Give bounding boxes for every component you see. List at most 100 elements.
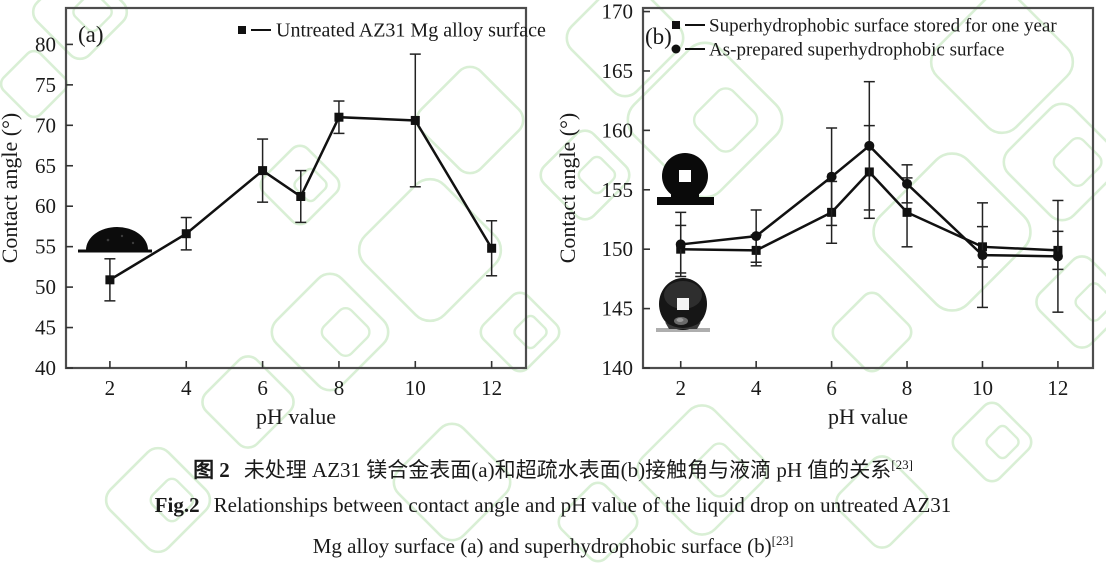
y-tick-label: 55 xyxy=(35,235,56,259)
y-axis: 40 45 50 55 60 65 70 75 80 Contact angle (°) xyxy=(0,32,73,380)
y-tick-label: 60 xyxy=(35,194,56,218)
y-axis: 140 145 150 155 160 165 170 Contact angle (°) xyxy=(555,0,650,380)
spherical-drop-silhouette xyxy=(657,153,714,205)
watermark-diamond xyxy=(929,0,1075,135)
caption-english-text2: Mg alloy surface (a) and superhydrophobi… xyxy=(312,534,772,558)
legend-circle-marker xyxy=(671,44,681,54)
data-series-1 xyxy=(675,80,1064,313)
y-tick-label: 70 xyxy=(35,113,56,137)
watermark-diamond xyxy=(557,481,639,563)
y-tick-label: 155 xyxy=(602,178,634,202)
watermark-diamond xyxy=(392,422,512,542)
legend-label: As-prepared superhydrophobic surface xyxy=(709,40,1004,61)
x-tick-label: 4 xyxy=(181,376,192,400)
circle-marker xyxy=(751,231,762,242)
y-tick-label: 150 xyxy=(602,237,634,261)
x-axis: 2 4 6 8 10 12 pH value xyxy=(675,361,1068,429)
chart-superhydrophobic: 2 4 6 8 10 12 pH value 140 145 150 155 160 165 170 Con… xyxy=(555,0,1095,429)
watermark-diamond xyxy=(104,446,212,554)
plot-frame xyxy=(64,6,528,370)
square-marker xyxy=(334,112,344,122)
x-axis-title: pH value xyxy=(256,404,336,429)
sessile-drop-silhouette xyxy=(78,227,152,253)
y-tick-label: 165 xyxy=(602,59,634,83)
x-tick-label: 8 xyxy=(334,376,345,400)
square-marker xyxy=(487,243,497,253)
y-tick-label: 50 xyxy=(35,275,56,299)
square-marker xyxy=(181,229,191,239)
caption-english-ref: [23] xyxy=(771,533,794,548)
circle-marker xyxy=(675,239,686,250)
caption-english-line2: Mg alloy surface (a) and superhydrophobi… xyxy=(0,523,1106,564)
caption-english-line1: Fig.2 Relationships between contact angle… xyxy=(0,488,1106,523)
y-axis-title: Contact angle (°) xyxy=(0,113,22,264)
y-axis-title: Contact angle (°) xyxy=(555,113,580,264)
watermark-diamond xyxy=(0,49,69,119)
caption-english-label: Fig.2 xyxy=(154,493,200,517)
watermark-diamond xyxy=(951,401,1033,483)
y-tick-label: 40 xyxy=(35,356,56,380)
watermark-diamond xyxy=(565,0,685,98)
watermark-diamond xyxy=(626,41,784,199)
square-marker xyxy=(105,275,115,285)
chart-untreated-az31: 2 4 6 8 10 12 pH value 40 45 50 55 60 65 70 75 80 Contac… xyxy=(0,6,546,429)
y-tick-label: 170 xyxy=(602,0,634,24)
watermark-diamond xyxy=(835,455,929,549)
x-tick-label: 2 xyxy=(105,376,116,400)
watermark-diamond xyxy=(415,65,525,175)
x-tick-label: 12 xyxy=(481,376,502,400)
y-tick-label: 80 xyxy=(35,32,56,56)
x-tick-label: 10 xyxy=(972,376,993,400)
circle-marker xyxy=(864,140,875,151)
legend-label: Superhydrophobic surface stored for one … xyxy=(709,16,1057,37)
y-tick-label: 45 xyxy=(35,316,56,340)
circle-marker xyxy=(826,171,837,182)
watermark-diamond xyxy=(31,0,129,61)
watermark-diamond xyxy=(539,129,631,221)
watermark-diamond xyxy=(1002,102,1106,222)
x-tick-label: 4 xyxy=(751,376,762,400)
panel-label: (a) xyxy=(78,22,104,47)
legend: Superhydrophobic surface stored for one … xyxy=(671,16,1057,61)
circle-marker xyxy=(977,250,988,261)
y-tick-label: 140 xyxy=(602,356,634,380)
data-series-0 xyxy=(104,53,498,302)
caption-chinese-label: 图 2 xyxy=(193,458,230,482)
caption-chinese-text: 未处理 AZ31 镁合金表面(a)和超疏水表面(b)接触角与液滴 pH 值的关系 xyxy=(243,458,892,482)
panel-label: (b) xyxy=(645,24,672,49)
square-marker xyxy=(258,166,268,176)
caption-english-text1: Relationships between contact angle and … xyxy=(213,493,952,517)
plot-frame xyxy=(641,6,1095,370)
watermark-diamond xyxy=(636,404,768,536)
figure-captions: 图 2 未处理 AZ31 镁合金表面(a)和超疏水表面(b)接触角与液滴 pH 值… xyxy=(0,447,1106,564)
square-marker xyxy=(902,207,912,217)
circle-marker xyxy=(1052,251,1063,262)
x-tick-label: 6 xyxy=(257,376,268,400)
watermark-diamond xyxy=(831,291,913,373)
x-tick-label: 10 xyxy=(405,376,426,400)
caption-chinese-ref: [23] xyxy=(891,457,913,472)
x-tick-label: 8 xyxy=(902,376,913,400)
legend-label: Untreated AZ31 Mg alloy surface xyxy=(276,20,546,42)
x-tick-label: 6 xyxy=(826,376,837,400)
x-tick-label: 12 xyxy=(1047,376,1068,400)
spherical-drop-photo xyxy=(656,278,710,332)
y-tick-label: 65 xyxy=(35,154,56,178)
watermark-diamond xyxy=(270,272,390,392)
watermark-diamond xyxy=(479,291,561,373)
y-tick-label: 145 xyxy=(602,297,634,321)
x-tick-label: 2 xyxy=(675,376,686,400)
square-marker xyxy=(410,115,420,125)
circle-marker xyxy=(902,178,913,189)
square-marker xyxy=(296,191,306,201)
y-tick-label: 160 xyxy=(602,118,634,142)
watermark-diamond xyxy=(1035,255,1106,349)
y-tick-label: 75 xyxy=(35,73,56,97)
caption-chinese: 图 2 未处理 AZ31 镁合金表面(a)和超疏水表面(b)接触角与液滴 pH 值… xyxy=(0,447,1106,488)
legend-square-marker xyxy=(238,26,246,34)
legend-square-marker xyxy=(672,21,680,29)
legend: Untreated AZ31 Mg alloy surface xyxy=(238,20,546,42)
x-axis-title: pH value xyxy=(828,404,908,429)
